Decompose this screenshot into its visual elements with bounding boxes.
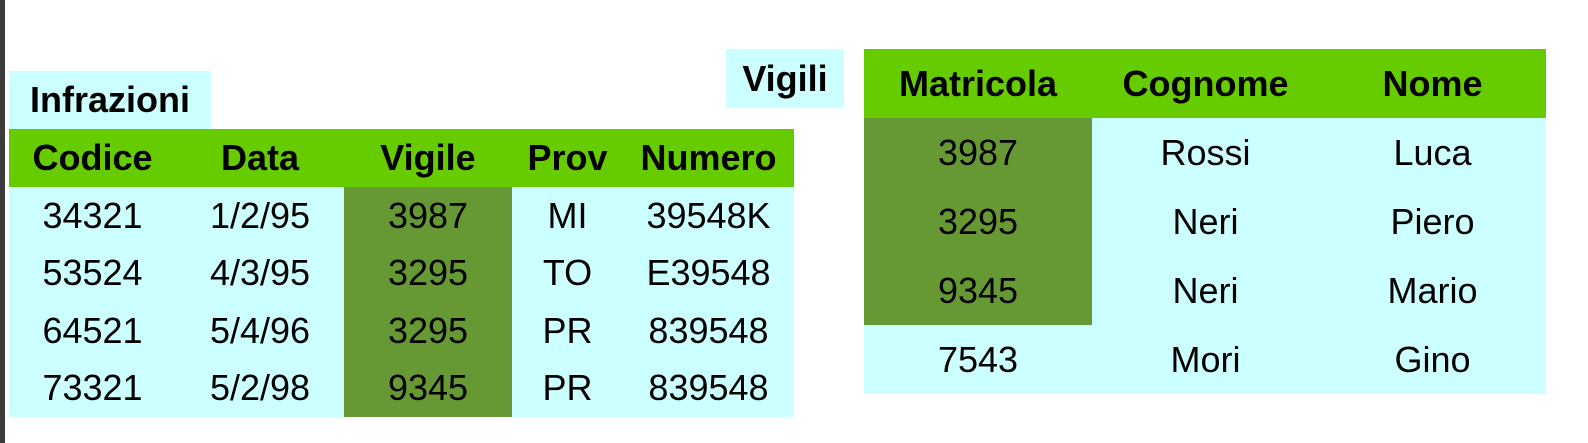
cell-prov: MI (512, 187, 623, 245)
cell-codice: 34321 (9, 187, 176, 245)
cell-data: 1/2/95 (176, 187, 344, 245)
header-numero: Numero (623, 129, 794, 187)
header-cognome: Cognome (1092, 49, 1319, 118)
cell-numero: E39548 (623, 244, 794, 302)
cell-cognome: Rossi (1092, 118, 1319, 187)
infrazioni-caption: Infrazioni (9, 71, 211, 129)
table-row: 3295 Neri Piero (864, 187, 1546, 256)
vigili-table: Matricola Cognome Nome 3987 Rossi Luca 3… (864, 49, 1546, 394)
table-row: 7543 Mori Gino (864, 325, 1546, 394)
infrazioni-header-row: Codice Data Vigile Prov Numero (9, 129, 794, 187)
cell-nome: Piero (1319, 187, 1546, 256)
header-vigile: Vigile (344, 129, 512, 187)
table-row: 34321 1/2/95 3987 MI 39548K (9, 187, 794, 245)
cell-numero: 839548 (623, 359, 794, 417)
cell-nome: Mario (1319, 256, 1546, 325)
header-codice: Codice (9, 129, 176, 187)
cell-matricola: 3295 (864, 187, 1092, 256)
table-row: 3987 Rossi Luca (864, 118, 1546, 187)
table-row: 9345 Neri Mario (864, 256, 1546, 325)
cell-cognome: Neri (1092, 256, 1319, 325)
cell-numero: 39548K (623, 187, 794, 245)
cell-codice: 64521 (9, 302, 176, 360)
cell-matricola: 3987 (864, 118, 1092, 187)
cell-cognome: Mori (1092, 325, 1319, 394)
cell-prov: PR (512, 359, 623, 417)
header-matricola: Matricola (864, 49, 1092, 118)
cell-data: 4/3/95 (176, 244, 344, 302)
infrazioni-table: Codice Data Vigile Prov Numero 34321 1/2… (9, 129, 794, 417)
cell-matricola: 7543 (864, 325, 1092, 394)
window-left-border (0, 0, 5, 443)
cell-vigile: 9345 (344, 359, 512, 417)
table-row: 53524 4/3/95 3295 TO E39548 (9, 244, 794, 302)
cell-cognome: Neri (1092, 187, 1319, 256)
cell-vigile: 3987 (344, 187, 512, 245)
table-row: 73321 5/2/98 9345 PR 839548 (9, 359, 794, 417)
cell-codice: 73321 (9, 359, 176, 417)
table-row: 64521 5/4/96 3295 PR 839548 (9, 302, 794, 360)
cell-data: 5/2/98 (176, 359, 344, 417)
cell-prov: TO (512, 244, 623, 302)
cell-codice: 53524 (9, 244, 176, 302)
header-nome: Nome (1319, 49, 1546, 118)
cell-vigile: 3295 (344, 244, 512, 302)
cell-nome: Luca (1319, 118, 1546, 187)
cell-numero: 839548 (623, 302, 794, 360)
cell-vigile: 3295 (344, 302, 512, 360)
cell-nome: Gino (1319, 325, 1546, 394)
vigili-header-row: Matricola Cognome Nome (864, 49, 1546, 118)
cell-matricola: 9345 (864, 256, 1092, 325)
header-prov: Prov (512, 129, 623, 187)
cell-prov: PR (512, 302, 623, 360)
header-data: Data (176, 129, 344, 187)
cell-data: 5/4/96 (176, 302, 344, 360)
vigili-caption: Vigili (726, 49, 844, 108)
